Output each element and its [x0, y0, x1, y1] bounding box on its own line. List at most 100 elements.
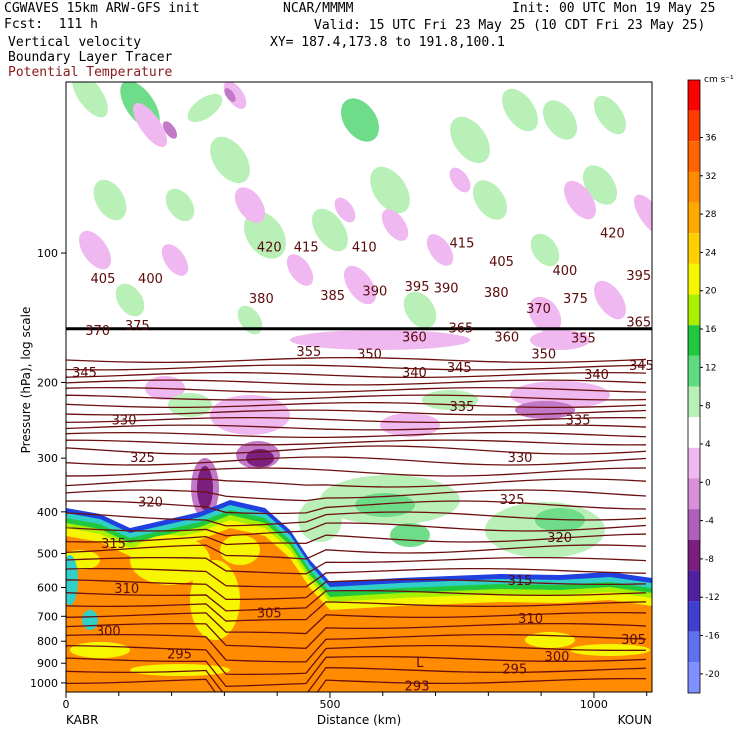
theta-label: 325 [500, 493, 525, 508]
theta-label: 380 [484, 286, 509, 301]
theta-label: 370 [526, 302, 551, 317]
theta-contour [66, 478, 647, 488]
theta-label: 375 [125, 319, 150, 334]
theta-label: 335 [566, 413, 591, 428]
theta-contour [66, 533, 647, 546]
theta-contour [66, 439, 647, 446]
theta-contour [66, 379, 647, 386]
w-contour [542, 100, 578, 140]
theta-contour [66, 356, 647, 364]
theta-contour [66, 622, 647, 649]
theta-label: 365 [626, 315, 651, 330]
w-contour [355, 493, 415, 517]
theta-label: 345 [72, 366, 97, 381]
forecast-hour: Fcst: 111 h [4, 17, 98, 32]
w-contour [334, 197, 356, 223]
colorbar-swatch [688, 662, 700, 693]
colorbar-label: 16 [705, 325, 717, 335]
theta-label: 310 [114, 582, 139, 597]
theta-contour [66, 611, 647, 635]
w-contour [132, 102, 168, 148]
theta-label: 320 [138, 495, 163, 510]
theta-label: 420 [257, 240, 282, 255]
w-contour [370, 166, 410, 214]
theta-label: 325 [130, 451, 155, 466]
w-contour [633, 194, 652, 236]
theta-label: 350 [357, 347, 382, 362]
y-tick-label: 300 [37, 452, 58, 465]
theta-contour [66, 655, 647, 688]
w-contour [380, 413, 440, 437]
theta-label: 340 [584, 368, 609, 383]
plot-frame [65, 81, 653, 693]
w-contour [381, 209, 409, 241]
w-contour [528, 296, 562, 334]
theta-contour [66, 431, 647, 439]
y-tick-label: 1000 [30, 677, 58, 690]
colorbar: 36 32 28 24 20 16 12 8 4 0 -4 -8 -12 -16 -20 [687, 79, 720, 694]
colorbar-swatch [688, 80, 700, 111]
theta-contour [66, 424, 647, 431]
y-tick-label: 100 [37, 247, 58, 260]
theta-contour [66, 371, 647, 379]
theta-contour [66, 500, 647, 515]
y-axis: 100 200 300 400 500 600 700 800 900 1000 [30, 247, 66, 690]
w-contour [564, 180, 596, 220]
colorbar-label: 32 [705, 172, 716, 182]
colorbar-swatch [688, 263, 700, 295]
theta-contour [66, 401, 647, 409]
theta-label: 305 [621, 633, 646, 648]
colorbar-label: 12 [705, 363, 716, 373]
theta-label: 360 [402, 330, 427, 345]
theta-contour [66, 394, 647, 401]
theta-label: 330 [112, 413, 137, 428]
model-title: CGWAVES 15km ARW-GFS init [4, 1, 200, 16]
w-contour [93, 179, 127, 221]
w-contour [234, 187, 266, 223]
theta-label: 390 [362, 285, 387, 300]
w-contour [298, 498, 342, 542]
theta-contour [66, 666, 647, 692]
colorbar-swatch [688, 447, 700, 479]
theta-label: 415 [294, 240, 319, 255]
w-contour [210, 136, 250, 184]
theta-label: 400 [552, 264, 577, 279]
theta-label: 410 [352, 240, 377, 255]
colorbar-swatch [688, 539, 700, 571]
x-tick-label: 500 [319, 698, 340, 711]
theta-label: 345 [629, 359, 654, 374]
theta-contour [66, 677, 647, 692]
tracer-yellow-patch [130, 664, 230, 676]
colorbar-swatch [688, 417, 700, 448]
w-contour [187, 93, 223, 123]
w-contour [594, 95, 626, 135]
theta-label: 415 [450, 236, 475, 251]
colorbar-label: -12 [705, 593, 720, 603]
org-label: NCAR/MMMM [283, 1, 354, 16]
w-contour [79, 230, 111, 270]
tracer-yellow-patch [190, 560, 240, 640]
w-contour [162, 121, 178, 139]
colorbar-label: -8 [705, 555, 714, 565]
potential-temperature-contours [66, 327, 652, 692]
w-contour [290, 330, 470, 350]
y-tick-label: 500 [37, 547, 58, 560]
colorbar-frame [687, 79, 701, 694]
right-station: KOUN [618, 713, 652, 727]
w-contour [246, 449, 274, 467]
y-tick-label: 200 [37, 376, 58, 389]
theta-contour [66, 386, 647, 394]
y-tick-label: 400 [37, 506, 58, 519]
low-marker: L [416, 656, 424, 671]
left-station: KABR [66, 713, 98, 727]
field-potential-temperature: Potential Temperature [8, 65, 173, 80]
colorbar-label: 28 [705, 210, 717, 220]
tracer-yellow-patch [70, 642, 130, 658]
colorbar-swatch [688, 325, 700, 356]
theta-label: 300 [96, 625, 121, 640]
w-contour [72, 82, 108, 118]
colorbar-swatch [688, 141, 700, 172]
w-contour [210, 395, 290, 435]
colorbar-label: -20 [705, 670, 720, 680]
theta-label: 385 [320, 289, 345, 304]
